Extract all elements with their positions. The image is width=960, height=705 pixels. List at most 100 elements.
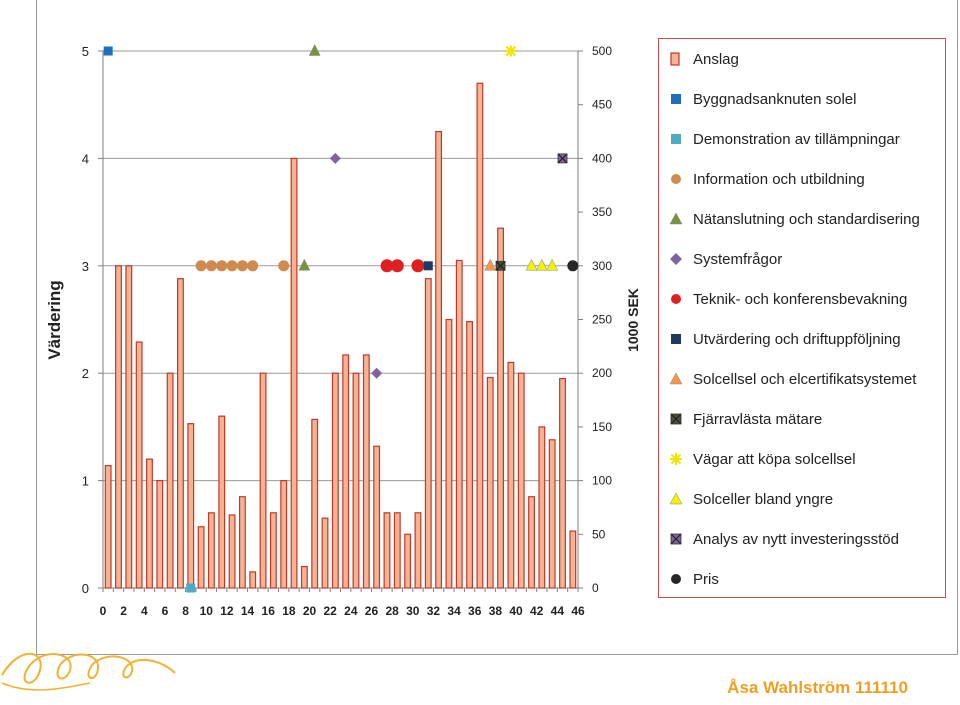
y-axis-title: Värdering: [45, 280, 64, 359]
x-tick-label: 32: [427, 604, 441, 618]
bar: [259, 372, 267, 589]
marker-point: [247, 260, 259, 272]
x-tick-label: 30: [406, 604, 420, 618]
marker-point: [546, 258, 559, 271]
x-tick-label: 20: [303, 604, 317, 618]
x-tick-label: 36: [468, 604, 482, 618]
marker-point: [186, 583, 196, 593]
y-tick-label: 1: [82, 474, 89, 489]
bar: [404, 533, 412, 589]
y2-axis-title: 1000 SEK: [625, 288, 641, 352]
legend-entry: Utvärdering och driftuppföljning: [669, 328, 901, 350]
bar: [548, 439, 556, 589]
legend-symbol: [669, 372, 683, 385]
legend-symbol: [670, 533, 682, 545]
bar: [187, 423, 195, 589]
bar: [269, 512, 277, 589]
legend-entry: Teknik- och konferensbevakning: [669, 288, 907, 310]
marker-point: [103, 46, 113, 56]
bar: [207, 512, 215, 589]
bar: [538, 426, 546, 589]
marker-point: [535, 258, 548, 271]
y2-tick-label: 150: [592, 420, 612, 434]
legend-label: Teknik- och konferensbevakning: [693, 290, 908, 308]
x-tick-label: 44: [551, 604, 565, 618]
bar: [414, 512, 422, 589]
y-tick-label: 5: [82, 44, 89, 59]
marker-point: [308, 43, 321, 56]
x-tick-label: 0: [100, 604, 107, 618]
legend-label: Solceller bland yngre: [693, 490, 834, 508]
marker-point: [278, 260, 290, 272]
bar: [466, 321, 474, 589]
bar: [104, 464, 112, 589]
bar: [238, 496, 246, 589]
bar: [146, 458, 153, 589]
bar: [373, 445, 381, 589]
x-tick-label: 40: [509, 604, 523, 618]
bar: [383, 512, 391, 589]
legend-entry: Analys av nytt investeringsstöd: [669, 528, 899, 550]
marker-point: [298, 258, 311, 271]
legend-symbol: [670, 453, 682, 465]
legend-entry: Solceller bland yngre: [669, 488, 833, 510]
x-tick-label: 12: [220, 604, 234, 618]
y2-tick-label: 350: [592, 205, 612, 219]
bar: [362, 354, 370, 589]
y2-tick-label: 500: [592, 44, 612, 58]
legend-entry: Vägar att köpa solcellsel: [669, 448, 856, 470]
author-caption: Åsa Wahlström 111110: [727, 678, 908, 697]
bar: [569, 530, 577, 589]
y-tick-label: 4: [82, 151, 89, 166]
legend-label: Anslag: [693, 50, 739, 68]
bar: [393, 512, 401, 589]
y-tick-label: 2: [82, 366, 89, 381]
x-tick-label: 22: [323, 604, 337, 618]
x-tick-label: 4: [141, 604, 148, 618]
marker-point: [567, 260, 579, 272]
marker-point: [205, 260, 217, 272]
legend-label: Demonstration av tillämpningar: [693, 130, 900, 148]
bar: [177, 278, 184, 589]
legend-symbol: [670, 413, 682, 425]
bar: [197, 526, 205, 589]
legend-label: Byggnadsanknuten solel: [693, 90, 857, 108]
legend-symbol: [670, 253, 682, 265]
legend-entry: Anslag: [669, 48, 739, 70]
marker-point: [195, 260, 207, 272]
legend-symbol: [671, 574, 681, 584]
marker-point: [423, 261, 433, 271]
legend-entry: Information och utbildning: [669, 168, 865, 190]
x-tick-label: 10: [200, 604, 214, 618]
marker-point: [390, 259, 404, 273]
bar: [115, 265, 122, 589]
legend-symbol: [671, 94, 681, 104]
bar: [476, 82, 484, 589]
logo-swirl: [1, 652, 176, 691]
bar: [528, 496, 535, 589]
x-tick-label: 24: [344, 604, 358, 618]
bar: [228, 514, 236, 589]
legend-label: Analys av nytt investeringsstöd: [693, 530, 899, 548]
x-tick-label: 6: [162, 604, 169, 618]
marker-point: [411, 259, 425, 273]
bar: [559, 377, 566, 589]
legend-entry: Demonstration av tillämpningar: [669, 128, 900, 150]
bar: [455, 259, 463, 589]
x-tick-label: 8: [182, 604, 189, 618]
legend-symbol: [669, 492, 683, 505]
legend-label: Vägar att köpa solcellsel: [693, 450, 856, 468]
y2-tick-label: 0: [592, 581, 599, 595]
bar: [507, 361, 515, 589]
legend-symbol: [671, 334, 681, 344]
legend-symbol: [670, 52, 680, 66]
bar: [166, 372, 174, 589]
marker-point: [484, 258, 497, 271]
legend-symbol: [671, 174, 681, 184]
marker-point: [525, 258, 538, 271]
legend-label: Utvärdering och driftuppföljning: [693, 330, 901, 348]
legend-symbol: [669, 212, 683, 225]
legend-label: Nätanslutning och standardisering: [693, 210, 920, 228]
bar: [156, 480, 164, 589]
bar: [280, 480, 288, 589]
